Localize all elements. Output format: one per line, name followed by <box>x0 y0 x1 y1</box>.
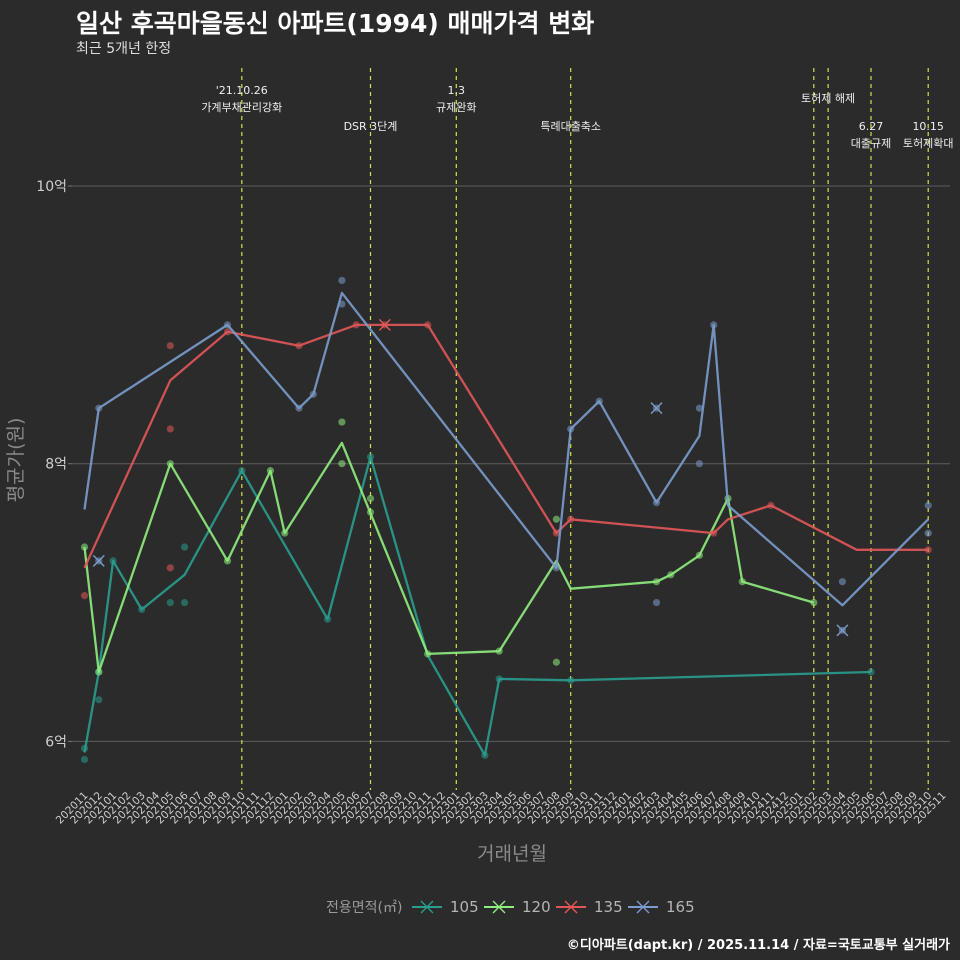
data-point <box>924 529 932 537</box>
data-point <box>652 404 661 412</box>
legend-label: 105 <box>450 898 479 916</box>
legend-item-165: 165 <box>628 898 695 916</box>
legend-item-135: 135 <box>556 898 623 916</box>
event-label: DSR 3단계 <box>344 120 398 133</box>
event-label: 가계부채관리강화 <box>201 101 282 114</box>
data-point <box>366 494 375 503</box>
legend-item-120: 120 <box>484 898 551 916</box>
y-tick-label: 8억 <box>45 457 67 473</box>
legend-swatch-cross <box>420 900 434 914</box>
data-point <box>80 755 89 764</box>
data-point <box>838 578 847 586</box>
data-point <box>181 598 189 607</box>
data-point <box>924 546 932 554</box>
data-point <box>867 668 875 676</box>
x-axis-ticks: 2020112020122021012021022021032021042021… <box>54 789 949 826</box>
y-axis-label: 평균가(원) <box>5 418 27 503</box>
event-lines <box>241 68 929 790</box>
grid-lines <box>72 185 950 742</box>
legend-label: 120 <box>522 898 551 916</box>
data-point <box>695 404 704 412</box>
event-label: 특례대출축소 <box>540 120 601 133</box>
legend-swatch-cross <box>636 900 650 914</box>
legend-title: 전용면적(㎡) <box>326 900 402 916</box>
data-point <box>552 515 561 523</box>
data-point <box>95 557 103 565</box>
data-point <box>695 460 704 468</box>
y-tick-label: 10억 <box>36 179 67 195</box>
data-point <box>338 276 346 285</box>
event-label: 1.3 <box>448 84 466 97</box>
legend-label: 165 <box>666 898 695 916</box>
series-105 <box>80 453 875 764</box>
source-caption: ©디아파트(dapt.kr) / 2025.11.14 / 자료=국토교통부 실… <box>566 938 950 953</box>
series-line <box>83 441 815 674</box>
data-point <box>166 342 174 350</box>
data-point <box>838 626 847 634</box>
series-165 <box>83 276 932 637</box>
series-group <box>80 276 932 764</box>
series-line <box>83 291 930 607</box>
legend-label: 135 <box>594 898 623 916</box>
data-point <box>552 658 561 666</box>
data-point <box>924 501 932 509</box>
data-point <box>652 598 661 607</box>
event-label: 토허제 해제 <box>801 91 855 105</box>
data-point <box>166 425 174 433</box>
data-point <box>381 321 389 329</box>
series-135 <box>80 318 932 600</box>
data-point <box>95 696 103 704</box>
data-point <box>338 418 346 426</box>
event-label: 토허제확대 <box>903 137 954 150</box>
event-label: 대출규제 <box>851 137 891 150</box>
event-label: 10.15 <box>912 120 944 133</box>
chart-subtitle: 최근 5개년 한정 <box>76 41 172 57</box>
data-point <box>166 564 174 572</box>
data-point <box>181 543 189 551</box>
series-120 <box>80 418 818 676</box>
data-point <box>166 598 174 607</box>
event-label: '21.10.26 <box>216 84 268 97</box>
legend-item-105: 105 <box>412 898 479 916</box>
series-line <box>83 323 929 569</box>
event-label: 규제완화 <box>436 101 476 114</box>
event-label: 6.27 <box>859 120 884 133</box>
legend-swatch-cross <box>564 900 578 914</box>
legend: 전용면적(㎡) 105 120 135 165 <box>326 898 695 916</box>
y-tick-label: 6억 <box>45 734 67 750</box>
legend-swatch-cross <box>492 900 506 914</box>
y-axis-ticks: 6억 8억 10억 <box>36 179 72 750</box>
chart-title: 일산 후곡마을동신 아파트(1994) 매매가격 변화 <box>76 9 595 38</box>
x-axis-label: 거래년월 <box>477 843 547 865</box>
series-line <box>83 455 872 757</box>
data-point <box>80 592 89 600</box>
data-point <box>338 460 346 468</box>
